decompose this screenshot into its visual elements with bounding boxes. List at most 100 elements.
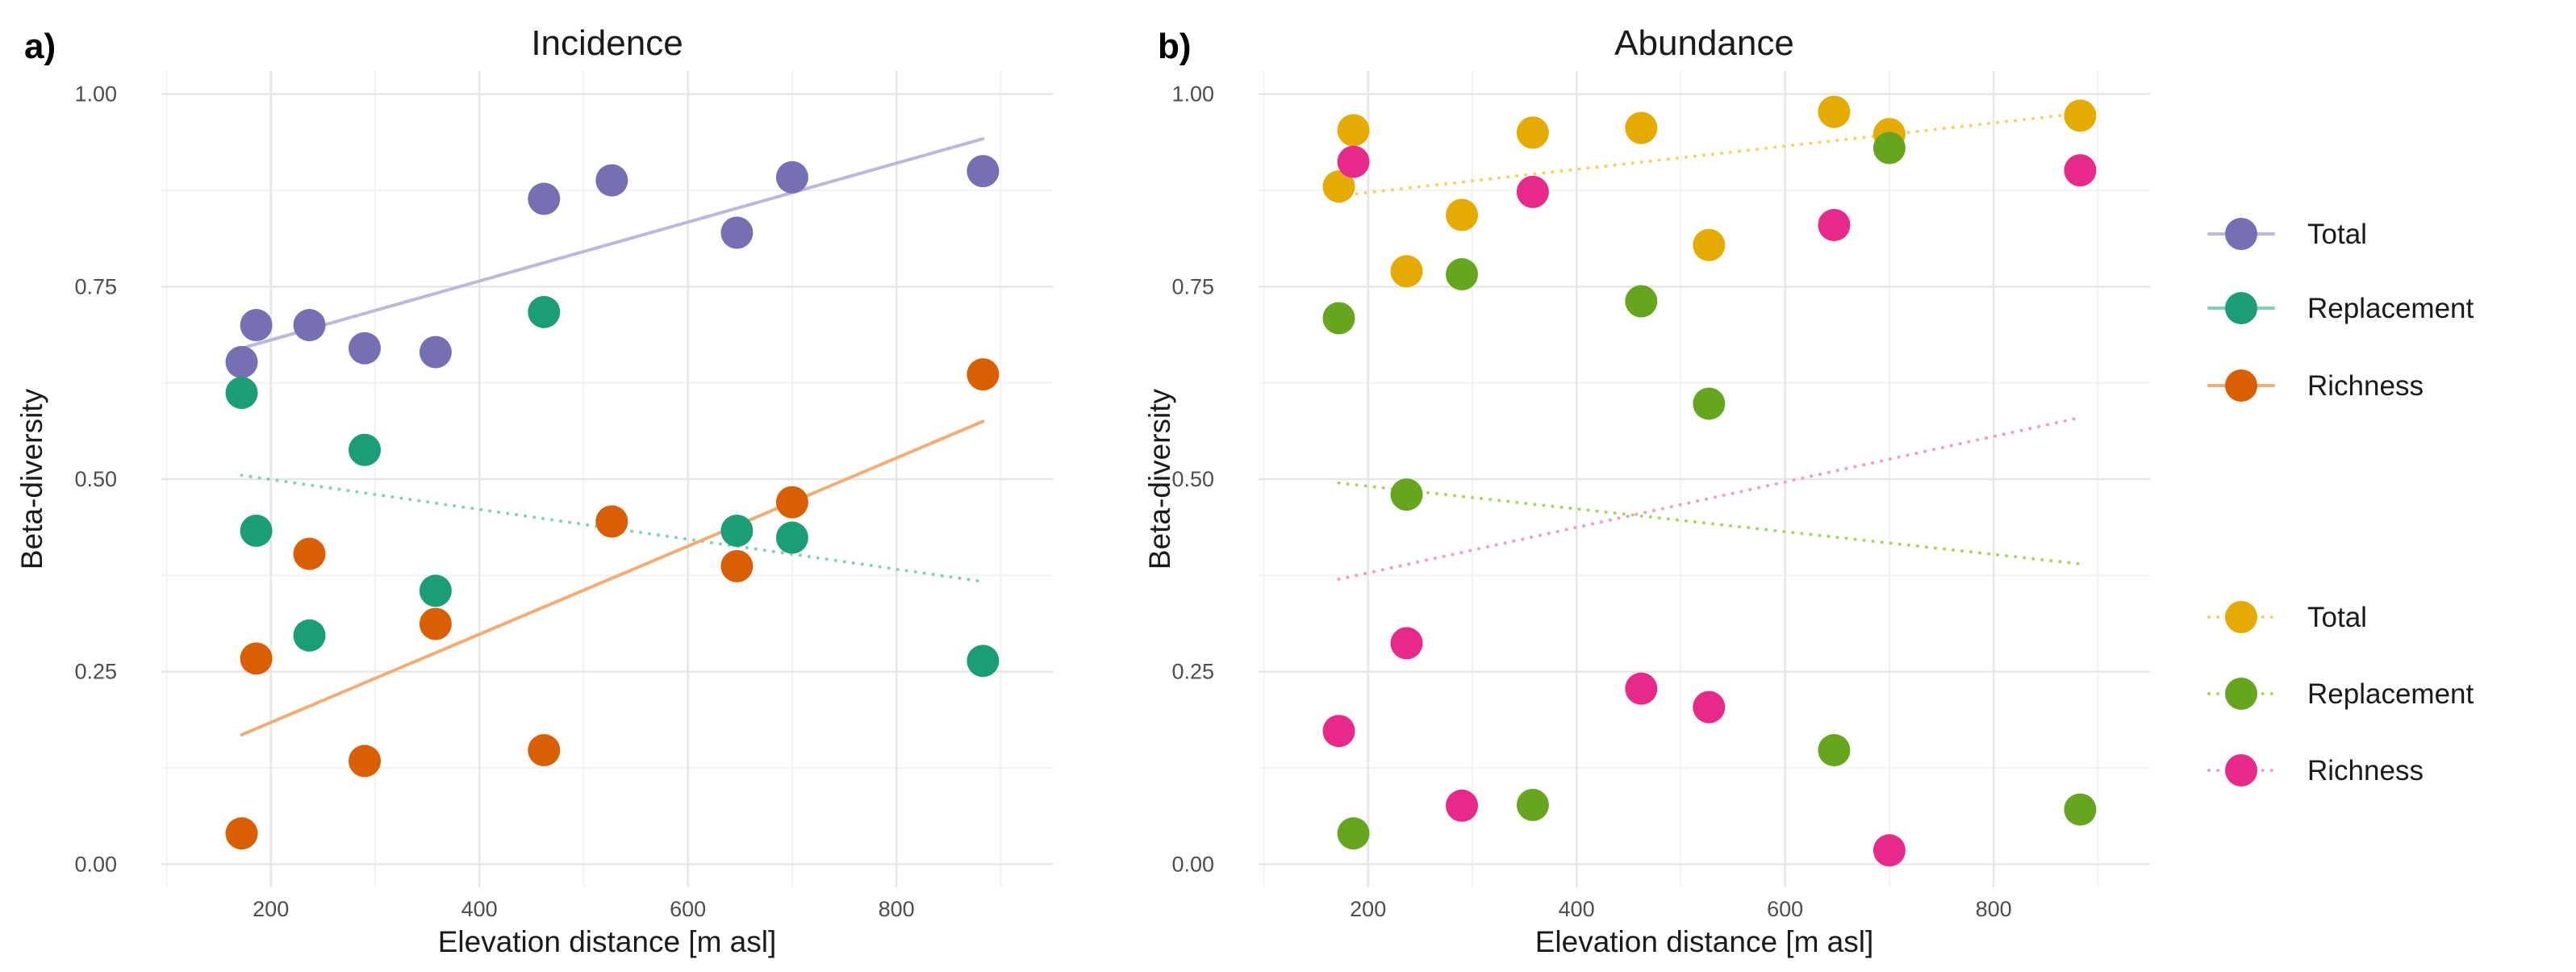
- point-total: [1322, 170, 1355, 203]
- legend-key-point: [2225, 601, 2257, 633]
- point-replacement: [349, 433, 382, 466]
- legend-incidence: Total Replacement Richness: [2207, 218, 2474, 402]
- legend-label-replacement: Replacement: [2307, 678, 2474, 710]
- legend-key-point: [2225, 754, 2257, 786]
- legend-abundance: Total Replacement Richness: [2207, 601, 2474, 786]
- y-tick-label: 0.75: [1171, 274, 1214, 298]
- y-tick-label: 0.50: [1171, 467, 1214, 491]
- point-richness: [720, 549, 754, 582]
- point-total: [1446, 198, 1479, 232]
- point-richness: [775, 486, 808, 519]
- x-tick-label: 800: [1976, 897, 2012, 921]
- point-replacement: [1818, 734, 1851, 767]
- point-replacement: [1337, 817, 1370, 850]
- x-tick-label: 200: [1350, 897, 1386, 921]
- y-tick-label: 0.25: [1171, 660, 1214, 684]
- point-replacement: [2064, 793, 2097, 826]
- x-axis-title: Elevation distance [m asl]: [1535, 925, 1874, 958]
- point-replacement: [967, 645, 1000, 678]
- legend-label-richness: Richness: [2307, 370, 2424, 402]
- legend-key-point: [2225, 292, 2257, 324]
- x-axis-title: Elevation distance [m asl]: [438, 925, 777, 958]
- x-tick-label: 400: [1559, 897, 1595, 921]
- point-replacement: [293, 619, 326, 652]
- trend-line-total: [240, 137, 985, 350]
- point-total: [293, 309, 326, 342]
- point-total: [720, 216, 754, 249]
- point-total: [775, 161, 808, 194]
- legend-key-point: [2225, 369, 2257, 402]
- y-tick-label: 0.50: [74, 467, 117, 491]
- point-replacement: [419, 574, 452, 607]
- panel-title: Abundance: [1614, 23, 1794, 63]
- point-total: [1516, 116, 1549, 149]
- y-tick-label: 0.75: [74, 274, 117, 298]
- x-tick-label: 400: [461, 897, 498, 921]
- x-tick-label: 200: [253, 897, 289, 921]
- panel-label: b): [1158, 27, 1192, 66]
- legend-key-point: [2225, 678, 2257, 710]
- point-richness: [225, 817, 258, 850]
- point-total: [1818, 95, 1851, 128]
- y-axis-title: Beta-diversity: [1143, 388, 1176, 569]
- point-replacement: [720, 514, 754, 547]
- point-total: [528, 182, 561, 215]
- point-replacement: [775, 521, 808, 554]
- point-richness: [1818, 208, 1851, 241]
- y-tick-label: 1.00: [1171, 82, 1214, 106]
- point-richness: [528, 734, 561, 767]
- point-richness: [1337, 145, 1370, 178]
- point-total: [595, 164, 628, 197]
- point-total: [1693, 228, 1726, 261]
- x-tick-label: 600: [670, 897, 706, 921]
- point-replacement: [240, 514, 273, 547]
- panel-label: a): [24, 27, 56, 66]
- point-total: [1337, 114, 1370, 147]
- panel-a: 200 400 600 800 0.00 0.25 0.50 0.75 1.00 a) Incide…: [15, 23, 1053, 958]
- y-tick-label: 1.00: [74, 82, 117, 106]
- point-richness: [1516, 175, 1549, 208]
- point-richness: [1693, 690, 1726, 724]
- point-richness: [240, 642, 273, 675]
- x-tick-label: 600: [1767, 897, 1803, 921]
- y-axis-title: Beta-diversity: [15, 388, 48, 569]
- point-replacement: [1873, 131, 1906, 165]
- point-replacement: [1693, 387, 1726, 420]
- point-richness: [293, 537, 326, 570]
- point-richness: [2064, 154, 2097, 187]
- x-tick-label: 800: [879, 897, 915, 921]
- point-richness: [1322, 715, 1355, 748]
- legend-label-richness: Richness: [2307, 755, 2424, 786]
- point-replacement: [1390, 478, 1423, 511]
- point-total: [349, 332, 382, 365]
- point-richness: [1625, 672, 1658, 705]
- point-replacement: [1516, 788, 1549, 821]
- point-total: [1625, 111, 1658, 144]
- point-richness: [1873, 834, 1906, 867]
- trend-line-replacement: [1337, 481, 2082, 566]
- trend-line-total: [1337, 111, 2082, 198]
- point-richness: [1390, 627, 1423, 660]
- point-richness: [349, 745, 382, 778]
- point-total: [967, 155, 1000, 188]
- panel-b: 200 400 600 800 0.00 0.25 0.50 0.75 1.00 b) Abunda…: [1143, 23, 2150, 958]
- point-richness: [419, 607, 452, 640]
- point-replacement: [1446, 258, 1479, 291]
- point-richness: [595, 505, 628, 538]
- legend-label-total: Total: [2307, 219, 2367, 250]
- legend-label-replacement: Replacement: [2307, 293, 2474, 324]
- trend-line-richness: [1337, 415, 2082, 582]
- legend-key-point: [2225, 218, 2257, 250]
- point-richness: [967, 358, 1000, 391]
- legend-label-total: Total: [2307, 602, 2367, 633]
- point-replacement: [528, 295, 561, 328]
- point-replacement: [225, 377, 258, 410]
- point-total: [2064, 99, 2097, 132]
- y-tick-label: 0.25: [74, 660, 117, 684]
- point-total: [225, 345, 258, 378]
- point-total: [240, 309, 273, 342]
- trend-line-replacement: [240, 473, 985, 583]
- y-tick-label: 0.00: [74, 852, 117, 876]
- point-replacement: [1322, 302, 1355, 335]
